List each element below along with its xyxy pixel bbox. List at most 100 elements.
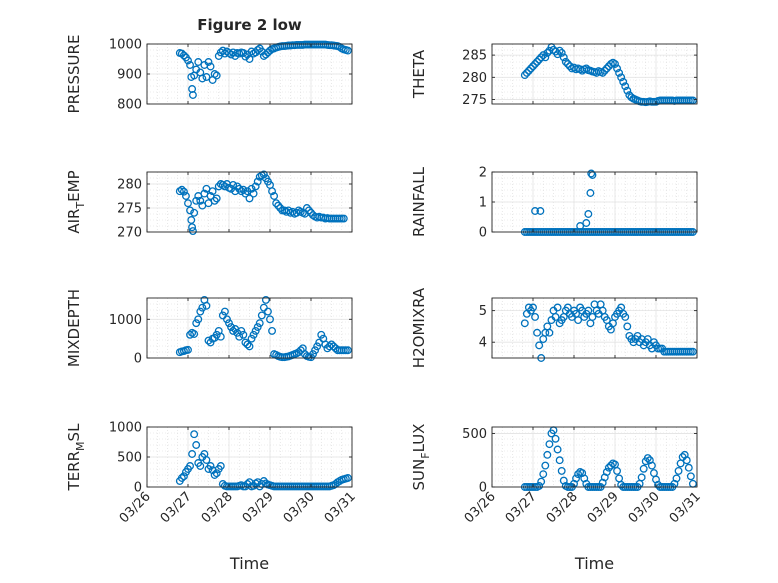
data-point [227,323,235,331]
data-point [206,462,215,470]
data-point [557,48,566,57]
data-point [553,445,562,454]
data-point [536,207,545,215]
data-point [190,430,199,439]
panel-pressure: 800 900 1000 PRESSURE [65,35,353,113]
data-point [264,307,272,316]
x-tick-label: 03/30 [281,489,318,526]
y-tick-label: 280 [462,71,487,86]
figure-title: Figure 2 low [197,16,302,34]
data-point [212,71,221,80]
x-tick-label: 03/28 [199,489,236,526]
data-point [253,46,262,54]
data-point [233,182,242,191]
x-axis-label: Time [574,554,614,573]
data-point [623,322,632,331]
data-point [637,473,646,482]
data-point [602,64,611,73]
data-point [210,70,219,78]
y-axis-label: H2OMIXRA [410,287,428,368]
data-point [216,462,225,470]
data-point [198,303,207,312]
y-tick-label: 800 [117,98,142,113]
y-axis-label: TERRMSL [65,423,87,492]
data-point [582,64,591,73]
data-point [551,312,560,321]
data-point [266,46,274,55]
data-point [225,49,233,57]
data-point [313,342,322,351]
data-point [188,223,197,232]
axes-box [491,297,698,359]
data-point [179,187,188,196]
data-point [343,474,352,482]
data-point [535,481,544,490]
data-point [188,450,197,458]
data-point [218,311,227,320]
data-point [623,86,632,95]
data-point [647,461,656,470]
data-point [245,55,254,63]
data-point [672,474,681,483]
data-point [259,303,268,312]
data-point [257,311,266,320]
data-point [537,477,546,486]
data-point [259,170,268,179]
data-point [617,73,626,82]
data-point [572,474,580,483]
data-point [522,68,531,77]
data-point [305,206,313,215]
data-point [177,185,186,194]
data-point [600,66,609,75]
data-point [241,189,250,198]
data-point [184,199,192,208]
y-tick-label: 275 [462,93,487,108]
data-point [545,440,554,449]
data-point [543,48,552,57]
data-point [565,62,574,71]
data-point [220,307,229,316]
data-point [181,192,190,200]
y-tick-label: 0 [134,352,142,367]
grid [491,426,698,488]
data-point [229,326,238,335]
data-point [539,51,548,60]
series-markers [520,300,697,362]
data-point [186,462,194,470]
data-point [531,207,539,215]
data-point [604,463,613,472]
data-point [563,60,572,68]
data-point [186,330,194,339]
data-point [531,60,539,68]
data-point [253,323,262,331]
data-point [520,319,529,328]
data-point [247,334,256,343]
data-point [309,350,317,359]
x-tick-label: 03/27 [503,489,540,526]
data-point [188,91,197,99]
grid [491,171,698,233]
data-point [529,303,537,312]
data-point [251,182,260,191]
data-point [674,466,683,475]
data-point [302,204,311,212]
y-tick-label: 285 [462,49,487,64]
series-markers [175,170,348,235]
data-point [194,315,203,324]
data-point [294,206,303,215]
data-point [543,450,552,459]
data-point [184,56,192,65]
data-point [574,316,583,325]
data-point [584,210,593,218]
data-point [212,330,221,339]
data-point [225,319,233,328]
data-point [212,469,221,478]
data-point [586,189,595,197]
data-point [179,51,188,60]
y-axis-label: MIXDEPTH [65,289,83,367]
data-point [190,208,199,217]
data-point [272,199,281,208]
data-point [253,177,262,186]
data-point [241,338,250,347]
